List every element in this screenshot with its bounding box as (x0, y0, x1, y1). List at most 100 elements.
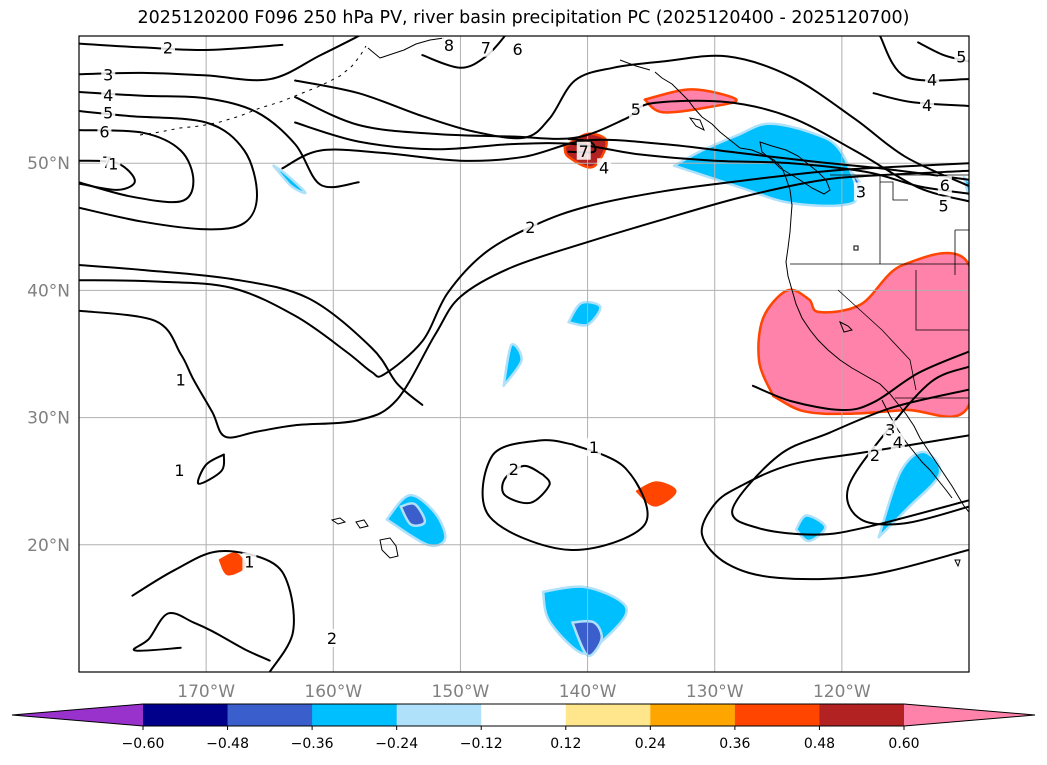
contour-label-bg (325, 628, 340, 647)
contour-label: 3 (103, 65, 113, 84)
contour-label: 8 (444, 36, 454, 55)
contour-label-bg (173, 370, 188, 389)
contour-label-bg (101, 65, 116, 84)
contour-label: 2 (163, 39, 173, 58)
contour-label: 7 (481, 39, 491, 58)
contour-label: 1 (244, 553, 254, 572)
y-axis: 20°N 30°N 40°N 50°N (27, 154, 70, 556)
contour-label: 5 (631, 100, 641, 119)
pv-contour-4 (872, 92, 969, 107)
contour-label-bg (523, 218, 538, 237)
contour-label-bg (628, 99, 643, 118)
colorbar-bin (734, 704, 820, 726)
colorbar-tick-label: −0.48 (206, 736, 249, 752)
contour-label: 2 (870, 446, 880, 465)
contour-label: 4 (922, 96, 932, 115)
pv-contour-6 (294, 54, 969, 188)
contour-label-bg (441, 36, 456, 55)
colorbar: −0.60 −0.48 −0.36 −0.24 −0.12 0.12 0.24 0.36 0.4… (11, 703, 1036, 752)
contour-label-bg (101, 103, 116, 122)
x-tick-label: 140°W (559, 682, 617, 702)
pv-contour-4 (751, 350, 969, 412)
contour-label-bg (510, 39, 525, 58)
contour-label-bg (576, 141, 591, 160)
contour-label: 1 (174, 461, 184, 480)
precip-region-16 (218, 552, 246, 576)
contour-label: 2 (509, 460, 519, 479)
pv-contour-1 (196, 453, 226, 485)
colorbar-bin (143, 704, 229, 726)
x-tick-label: 160°W (304, 682, 362, 702)
pv-contour-2 (132, 611, 271, 662)
y-tick-label: 30°N (27, 409, 70, 429)
pv-contours (79, 36, 969, 672)
pv-contour-7 (421, 36, 506, 69)
colorbar-tick-label: 0.24 (635, 736, 666, 752)
precip-region-12 (272, 164, 307, 195)
pv-contour-2 (731, 388, 969, 536)
x-tick-label: 150°W (432, 682, 490, 702)
pv-contour-1 (700, 434, 969, 581)
x-tick-label: 120°W (813, 682, 871, 702)
pv-contour-2 (501, 464, 551, 505)
contour-label: 5 (103, 104, 113, 123)
contour-label-bg (890, 433, 905, 452)
colorbar-bin (227, 704, 313, 726)
contour-label: 2 (327, 629, 337, 648)
contour-label: 3 (856, 182, 866, 201)
contour-label: 1 (176, 371, 186, 390)
contour-label: 1 (589, 438, 599, 457)
colorbar-tick-label: 0.60 (888, 736, 919, 752)
pv-contour-3 (846, 365, 969, 526)
contour-label: 4 (103, 86, 113, 105)
pv-contour-4 (879, 36, 969, 82)
pv-contour-5 (79, 110, 258, 231)
pv-contour-1 (79, 264, 424, 406)
contour-label-bg (586, 438, 601, 457)
colorbar-bin (481, 704, 567, 726)
precip-region-13 (962, 175, 969, 197)
contour-label-bg (172, 461, 187, 480)
colorbar-tick-label: −0.36 (291, 736, 334, 752)
contour-label-bg (106, 154, 121, 173)
colorbar-tick-label: −0.12 (460, 736, 503, 752)
x-axis: 170°W 160°W 150°W 140°W 130°W 120°W (177, 682, 871, 702)
colorbar-bin (650, 704, 736, 726)
precip-region-7 (399, 502, 427, 527)
precip-region-11 (567, 300, 602, 327)
y-tick-label: 20°N (27, 536, 70, 556)
contour-label-bg (597, 158, 612, 177)
contour-label: 6 (513, 40, 523, 59)
colorbar-tick-label: −0.24 (375, 736, 418, 752)
pv-contour-4 (79, 91, 360, 189)
contour-label-bg (853, 182, 868, 201)
contour-label: 4 (893, 433, 903, 452)
contour-label: 6 (940, 176, 950, 195)
contour-label: 5 (938, 196, 948, 215)
contour-label-bg (954, 47, 969, 66)
contour-label-bg (97, 122, 112, 141)
contour-label-bg (936, 196, 951, 215)
contour-label-bg (161, 38, 175, 57)
contour-label-bg (867, 445, 882, 464)
contour-label: 5 (956, 48, 966, 67)
contour-label-bg (925, 70, 940, 89)
chart-title: 2025120200 F096 250 hPa PV, river basin … (137, 8, 910, 28)
contour-label-bg (242, 552, 257, 571)
plot-frame (78, 35, 970, 673)
y-tick-label: 40°N (27, 281, 70, 301)
colorbar-extend-high (904, 704, 1035, 726)
pv-contour-1 (79, 169, 969, 439)
precip-region-15 (635, 481, 677, 507)
pv-contour-2 (79, 42, 284, 52)
pv-contour-1 (481, 439, 649, 551)
contour-label: 4 (599, 158, 609, 177)
colorbar-tick-label: 0.36 (719, 736, 750, 752)
colorbar-tick-label: 0.12 (550, 736, 581, 752)
contour-label: 7 (579, 142, 589, 161)
contour-label-bg (937, 176, 952, 195)
contour-label: 4 (927, 71, 937, 90)
contour-label-bg (478, 38, 493, 57)
colorbar-tick-label: 0.48 (804, 736, 835, 752)
